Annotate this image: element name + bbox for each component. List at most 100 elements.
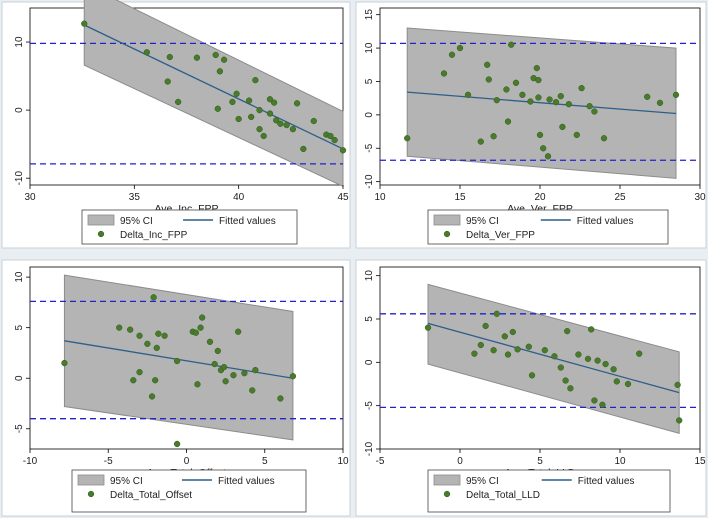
- x-tick-label: 25: [614, 192, 626, 203]
- legend-fit-label: Fitted values: [578, 476, 635, 487]
- data-point: [567, 385, 574, 392]
- data-point: [61, 359, 68, 367]
- legend-ci-label: 95% CI: [466, 476, 499, 487]
- data-point: [289, 373, 297, 380]
- data-point: [252, 366, 259, 374]
- data-point: [674, 381, 681, 389]
- data-point: [175, 98, 182, 106]
- data-point: [533, 64, 540, 72]
- data-point: [260, 132, 267, 140]
- data-point: [557, 93, 564, 100]
- x-tick-label: 5: [537, 456, 543, 467]
- data-point: [331, 136, 338, 144]
- data-point: [270, 99, 278, 106]
- data-point: [551, 353, 558, 360]
- y-tick-label: 0: [14, 375, 25, 381]
- data-point: [199, 314, 206, 321]
- data-point: [214, 105, 221, 112]
- data-point: [575, 351, 582, 358]
- x-tick-label: -10: [23, 456, 38, 467]
- data-point: [194, 381, 201, 388]
- y-tick-label: 5: [364, 78, 375, 84]
- data-point: [546, 96, 553, 103]
- data-point: [562, 377, 569, 384]
- data-point: [584, 355, 592, 363]
- data-point: [493, 97, 500, 104]
- x-tick-label: 10: [374, 192, 386, 203]
- data-point: [192, 329, 200, 336]
- x-tick-label: 15: [694, 456, 706, 467]
- data-point: [143, 49, 151, 56]
- data-point: [594, 357, 601, 364]
- data-point: [229, 98, 236, 106]
- data-point: [173, 440, 181, 448]
- data-point: [600, 135, 608, 142]
- data-point: [471, 350, 478, 357]
- data-point: [644, 93, 651, 100]
- data-point: [277, 120, 284, 127]
- data-point: [235, 115, 242, 123]
- data-point: [544, 153, 552, 160]
- y-tick-label: -10: [364, 174, 375, 189]
- data-point: [150, 294, 157, 301]
- data-point: [252, 77, 259, 84]
- legend-box: [71, 469, 307, 513]
- data-point: [490, 347, 497, 354]
- y-tick-label: -5: [14, 424, 25, 433]
- y-tick-label: -5: [364, 143, 375, 152]
- x-tick-label: 5: [262, 456, 268, 467]
- legend-point-swatch: [97, 230, 105, 238]
- data-point: [613, 378, 620, 385]
- x-tick-label: -5: [376, 456, 385, 467]
- data-point: [456, 44, 464, 52]
- data-point: [310, 117, 317, 125]
- data-point: [339, 147, 347, 154]
- x-tick-label: 10: [337, 456, 349, 467]
- y-tick-label: -10: [364, 441, 375, 456]
- y-tick-label: 10: [14, 271, 25, 283]
- data-point: [676, 417, 683, 424]
- x-tick-label: 15: [454, 192, 466, 203]
- data-point: [559, 123, 566, 131]
- data-point: [578, 85, 585, 92]
- y-tick-label: 10: [364, 270, 375, 282]
- data-point: [484, 61, 491, 68]
- y-tick-label: 5: [14, 324, 25, 330]
- x-tick-label: 35: [129, 192, 141, 203]
- legend-point-swatch: [443, 230, 451, 238]
- data-point: [283, 121, 290, 129]
- legend-box: [427, 209, 669, 245]
- legend-ci-swatch: [433, 214, 461, 226]
- data-point: [220, 56, 228, 63]
- x-tick-label: 10: [614, 456, 626, 467]
- y-tick-label: 0: [364, 359, 375, 365]
- data-point: [610, 366, 617, 373]
- data-point: [277, 395, 284, 402]
- data-point: [509, 328, 516, 336]
- legend-ci-swatch: [77, 474, 105, 486]
- x-tick-label: 30: [694, 192, 706, 203]
- data-point: [155, 330, 162, 337]
- legend-box: [427, 469, 671, 513]
- legend-fit-label: Fitted values: [218, 476, 275, 487]
- data-point: [586, 103, 593, 110]
- data-point: [81, 20, 88, 27]
- data-point: [552, 99, 560, 106]
- legend-fit-label: Fitted values: [219, 216, 276, 227]
- data-point: [327, 132, 334, 140]
- data-point: [144, 340, 151, 347]
- legend-points-label: Delta_Total_LLD: [466, 490, 540, 501]
- x-tick-label: 20: [534, 192, 546, 203]
- x-tick-label: 40: [233, 192, 245, 203]
- y-tick-label: 5: [364, 316, 375, 322]
- data-point: [602, 360, 609, 368]
- data-point: [599, 401, 606, 408]
- legend-point-swatch: [87, 490, 95, 498]
- data-point: [256, 106, 263, 114]
- data-point: [588, 326, 595, 333]
- data-point: [153, 344, 160, 352]
- data-point: [300, 145, 307, 153]
- data-point: [440, 70, 448, 77]
